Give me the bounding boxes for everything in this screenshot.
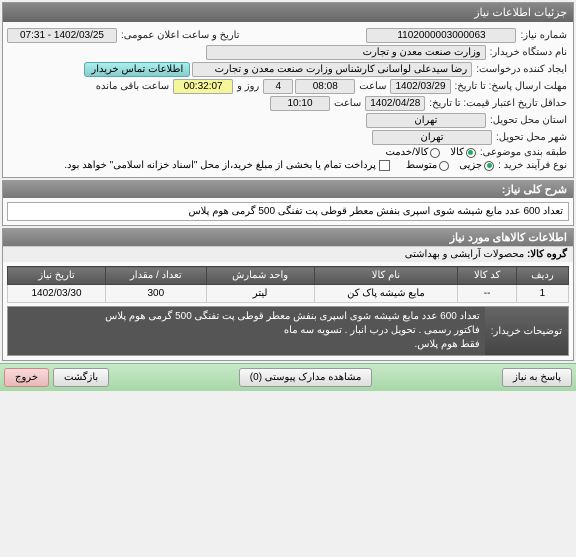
need-desc-text: تعداد 600 عدد مایع شیشه شوی اسپری بنفش م… [7,202,569,221]
row-deadline: مهلت ارسال پاسخ: تا تاریخ: 1402/03/29 سا… [7,79,569,94]
radio-dot-service [430,148,440,158]
validity-label: حداقل تاریخ اعتبار قیمت: تا تاریخ: [427,98,569,109]
goods-group-value: محصولات آرایشی و بهداشتی [405,249,525,260]
exit-button[interactable]: خروج [4,368,49,387]
row-buyer-org: نام دستگاه خریدار: وزارت صنعت معدن و تجا… [7,45,569,60]
row-province: استان محل تحویل: تهران [7,113,569,128]
attachments-button[interactable]: مشاهده مدارک پیوستی (0) [239,368,373,387]
radio-dot-minor [484,161,494,171]
table-row[interactable]: 1 -- مایع شیشه پاک کن لیتر 300 1402/03/3… [8,285,569,303]
subject-class-label: طبقه بندی موضوعی: [478,147,569,158]
row-requester: ایجاد کننده درخواست: رضا سیدعلی لواسانی … [7,62,569,77]
col-qty: تعداد / مقدار [105,267,206,285]
panel-title: جزئیات اطلاعات نیاز [3,3,573,22]
announce-label: تاریخ و ساعت اعلان عمومی: [119,30,242,41]
deadline-label: مهلت ارسال پاسخ: تا تاریخ: [453,81,569,92]
respond-button[interactable]: پاسخ به نیاز [502,368,572,387]
goods-title: اطلاعات کالاهای مورد نیاز [3,229,573,246]
subject-radios: کالا کالا/خدمت [385,147,475,158]
deadline-date: 1402/03/29 [390,79,450,94]
cell-n: 1 [516,285,568,303]
city-label: شهر محل تحویل: [494,132,569,143]
time-label-2: ساعت [332,98,363,109]
ptype-radios: جزیی متوسط [406,160,494,171]
goods-group-label: گروه کالا: [527,249,567,260]
treasury-checkbox[interactable] [379,160,390,171]
purchase-type-label: نوع فرآیند خرید : [496,160,569,171]
goods-panel: اطلاعات کالاهای مورد نیاز گروه کالا: محص… [2,228,574,361]
row-validity: حداقل تاریخ اعتبار قیمت: تا تاریخ: 1402/… [7,96,569,111]
treasury-note: پرداخت تمام یا بخشی از مبلغ خرید،از محل … [64,160,390,171]
remaining-label: ساعت باقی مانده [94,81,171,92]
table-header-row: ردیف کد کالا نام کالا واحد شمارش تعداد /… [8,267,569,285]
radio-medium[interactable]: متوسط [406,160,449,171]
cell-date: 1402/03/30 [8,285,106,303]
time-label-1: ساعت [357,81,388,92]
info-body: شماره نیاز: 1102000003000063 تاریخ و ساع… [3,22,573,177]
row-subject-class: طبقه بندی موضوعی: کالا کالا/خدمت [7,147,569,158]
cell-name: مایع شیشه پاک کن [314,285,458,303]
contact-buyer-button[interactable]: اطلاعات تماس خریدار [84,62,190,77]
footer-bar: پاسخ به نیاز مشاهده مدارک پیوستی (0) باز… [0,363,576,391]
buyer-org-label: نام دستگاه خریدار: [488,47,569,58]
buyer-notes-label: توضیحات خریدار: [485,307,568,355]
need-desc-panel: شرح کلی نیاز: تعداد 600 عدد مایع شیشه شو… [2,180,574,226]
day-label: روز و [235,81,261,92]
radio-dot-goods [466,148,476,158]
cell-qty: 300 [105,285,206,303]
radio-service-label: کالا/خدمت [385,147,428,158]
radio-goods-label: کالا [450,147,464,158]
buyer-notes: توضیحات خریدار: تعداد 600 عدد مایع شیشه … [7,306,569,356]
row-purchase-type: نوع فرآیند خرید : جزیی متوسط پرداخت تمام… [7,160,569,171]
row-need-no: شماره نیاز: 1102000003000063 تاریخ و ساع… [7,28,569,43]
col-unit: واحد شمارش [206,267,314,285]
day-count: 4 [263,79,293,94]
need-no-value: 1102000003000063 [366,28,516,43]
goods-group-row: گروه کالا: محصولات آرایشی و بهداشتی [3,246,573,262]
radio-service[interactable]: کالا/خدمت [385,147,440,158]
row-city: شهر محل تحویل: تهران [7,130,569,145]
city-value: تهران [372,130,492,145]
validity-time: 10:10 [270,96,330,111]
need-no-label: شماره نیاز: [518,30,569,41]
radio-dot-medium [439,161,449,171]
treasury-note-text: پرداخت تمام یا بخشی از مبلغ خرید،از محل … [64,160,376,171]
cell-unit: لیتر [206,285,314,303]
buyer-org-value: وزارت صنعت معدن و تجارت [206,45,486,60]
col-date: تاریخ نیاز [8,267,106,285]
col-row: ردیف [516,267,568,285]
details-panel: جزئیات اطلاعات نیاز شماره نیاز: 11020000… [2,2,574,178]
need-desc-title: شرح کلی نیاز: [3,181,573,198]
radio-goods[interactable]: کالا [450,147,476,158]
radio-minor-label: جزیی [459,160,482,171]
goods-table: ردیف کد کالا نام کالا واحد شمارش تعداد /… [7,266,569,303]
col-code: کد کالا [458,267,517,285]
buyer-notes-text: تعداد 600 عدد مایع شیشه شوی اسپری بنفش م… [8,307,485,355]
province-label: استان محل تحویل: [488,115,569,126]
province-value: تهران [366,113,486,128]
cell-code: -- [458,285,517,303]
remaining-time: 00:32:07 [173,79,233,94]
requester-value: رضا سیدعلی لواسانی کارشناس وزارت صنعت مع… [192,62,472,77]
back-button[interactable]: بازگشت [53,368,109,387]
validity-date: 1402/04/28 [365,96,425,111]
radio-medium-label: متوسط [406,160,437,171]
radio-minor[interactable]: جزیی [459,160,494,171]
col-name: نام کالا [314,267,458,285]
requester-label: ایجاد کننده درخواست: [474,64,569,75]
deadline-time: 08:08 [295,79,355,94]
announce-value: 1402/03/25 - 07:31 [7,28,117,43]
